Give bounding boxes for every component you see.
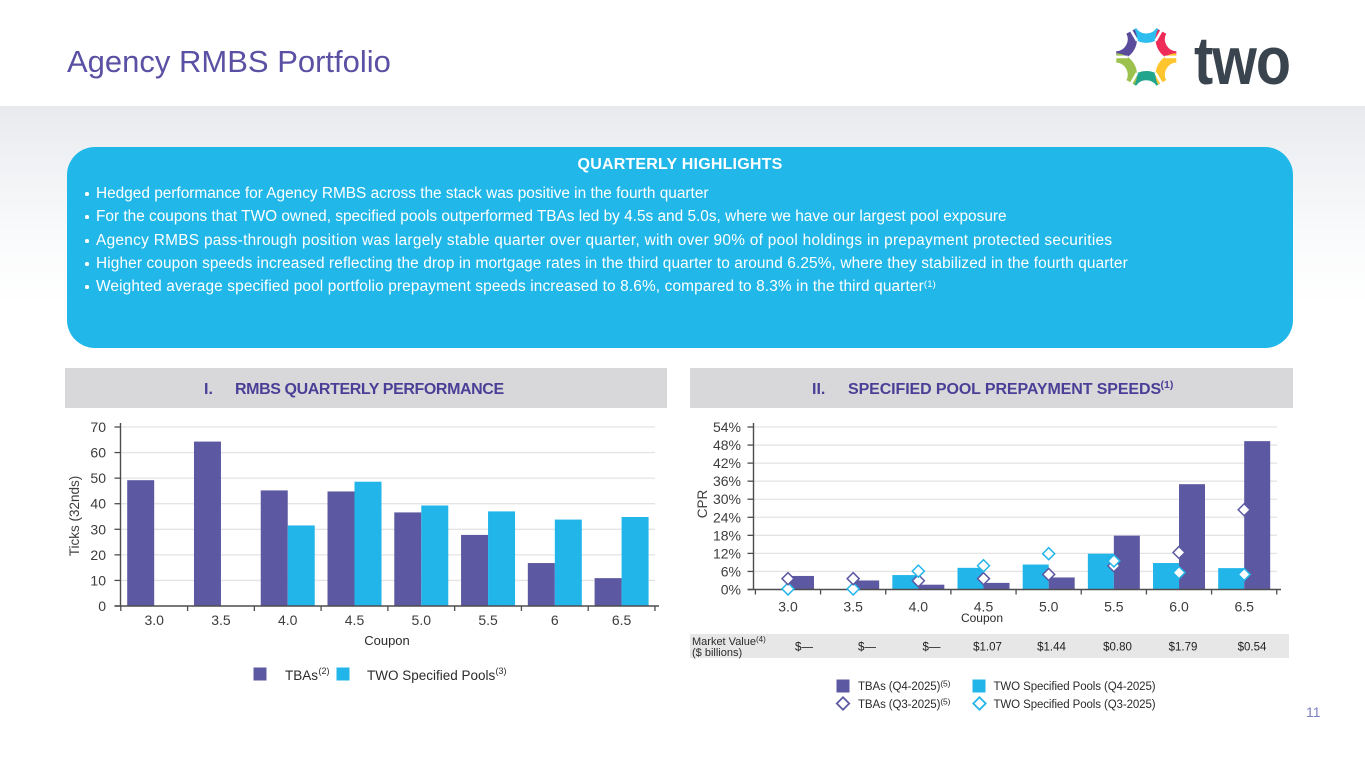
svg-text:0%: 0% xyxy=(721,582,741,598)
svg-text:6.0: 6.0 xyxy=(1169,599,1189,615)
svg-text:$—: $— xyxy=(795,642,813,654)
svg-text:I.: I. xyxy=(204,381,213,398)
svg-text:6%: 6% xyxy=(721,563,741,579)
svg-text:TWO Specified Pools (Q3-2025): TWO Specified Pools (Q3-2025) xyxy=(994,699,1156,711)
svg-text:$1.44: $1.44 xyxy=(1037,642,1066,654)
svg-text:$—: $— xyxy=(923,642,941,654)
svg-text:3.0: 3.0 xyxy=(778,599,798,615)
svg-text:36%: 36% xyxy=(713,473,741,489)
svg-text:SPECIFIED POOL PREPAYMENT SPEE: SPECIFIED POOL PREPAYMENT SPEEDS xyxy=(848,381,1161,398)
svg-text:4.0: 4.0 xyxy=(909,599,929,615)
svg-text:50: 50 xyxy=(90,470,106,486)
svg-text:0: 0 xyxy=(98,598,106,614)
svg-text:60: 60 xyxy=(90,445,106,461)
svg-text:$—: $— xyxy=(858,642,876,654)
svg-text:two: two xyxy=(1194,23,1290,98)
svg-text:12%: 12% xyxy=(713,545,741,561)
svg-text:$0.80: $0.80 xyxy=(1103,642,1132,654)
svg-text:($ billions): ($ billions) xyxy=(692,647,742,659)
svg-text:$0.54: $0.54 xyxy=(1238,642,1267,654)
svg-text:24%: 24% xyxy=(713,509,741,525)
svg-text:CPR: CPR xyxy=(695,490,710,519)
svg-text:40: 40 xyxy=(90,496,106,512)
svg-text:RMBS QUARTERLY PERFORMANCE: RMBS QUARTERLY PERFORMANCE xyxy=(235,381,504,398)
svg-text:5.5: 5.5 xyxy=(1104,599,1124,615)
svg-text:30: 30 xyxy=(90,521,106,537)
svg-text:6: 6 xyxy=(551,612,559,628)
svg-text:5.5: 5.5 xyxy=(478,612,498,628)
svg-text:TWO Specified Pools: TWO Specified Pools xyxy=(367,668,496,683)
svg-text:3.5: 3.5 xyxy=(211,612,231,628)
svg-text:6.5: 6.5 xyxy=(612,612,632,628)
svg-text:TWO Specified Pools (Q4-2025): TWO Specified Pools (Q4-2025) xyxy=(994,681,1156,693)
svg-text:54%: 54% xyxy=(713,419,741,435)
svg-text:18%: 18% xyxy=(713,527,741,543)
svg-text:TBAs (Q4-2025)(5): TBAs (Q4-2025)(5) xyxy=(858,679,951,694)
svg-text:Market Value(4): Market Value(4) xyxy=(692,635,766,648)
svg-text:3.0: 3.0 xyxy=(144,612,164,628)
svg-text:Coupon: Coupon xyxy=(961,611,1003,625)
svg-text:6.5: 6.5 xyxy=(1234,599,1254,615)
svg-text:4.5: 4.5 xyxy=(974,599,994,615)
svg-text:5.0: 5.0 xyxy=(412,612,432,628)
svg-text:48%: 48% xyxy=(713,437,741,453)
svg-text:20: 20 xyxy=(90,547,106,563)
svg-text:3.5: 3.5 xyxy=(843,599,863,615)
svg-text:70: 70 xyxy=(90,419,106,435)
svg-text:$1.79: $1.79 xyxy=(1169,642,1198,654)
svg-text:4.5: 4.5 xyxy=(345,612,365,628)
svg-text:Ticks (32nds): Ticks (32nds) xyxy=(67,476,82,557)
svg-text:TBAs (Q3-2025)(5): TBAs (Q3-2025)(5) xyxy=(858,697,951,712)
svg-text:30%: 30% xyxy=(713,491,741,507)
svg-text:$1.07: $1.07 xyxy=(973,642,1002,654)
svg-text:(1): (1) xyxy=(1161,379,1174,391)
svg-text:TBAs: TBAs xyxy=(285,668,318,683)
svg-text:(3): (3) xyxy=(496,666,507,676)
svg-text:4.0: 4.0 xyxy=(278,612,298,628)
svg-text:5.0: 5.0 xyxy=(1039,599,1059,615)
svg-text:II.: II. xyxy=(812,381,825,398)
svg-text:(2): (2) xyxy=(319,666,330,676)
svg-text:10: 10 xyxy=(90,572,106,588)
svg-text:Coupon: Coupon xyxy=(364,633,410,648)
svg-text:42%: 42% xyxy=(713,455,741,471)
